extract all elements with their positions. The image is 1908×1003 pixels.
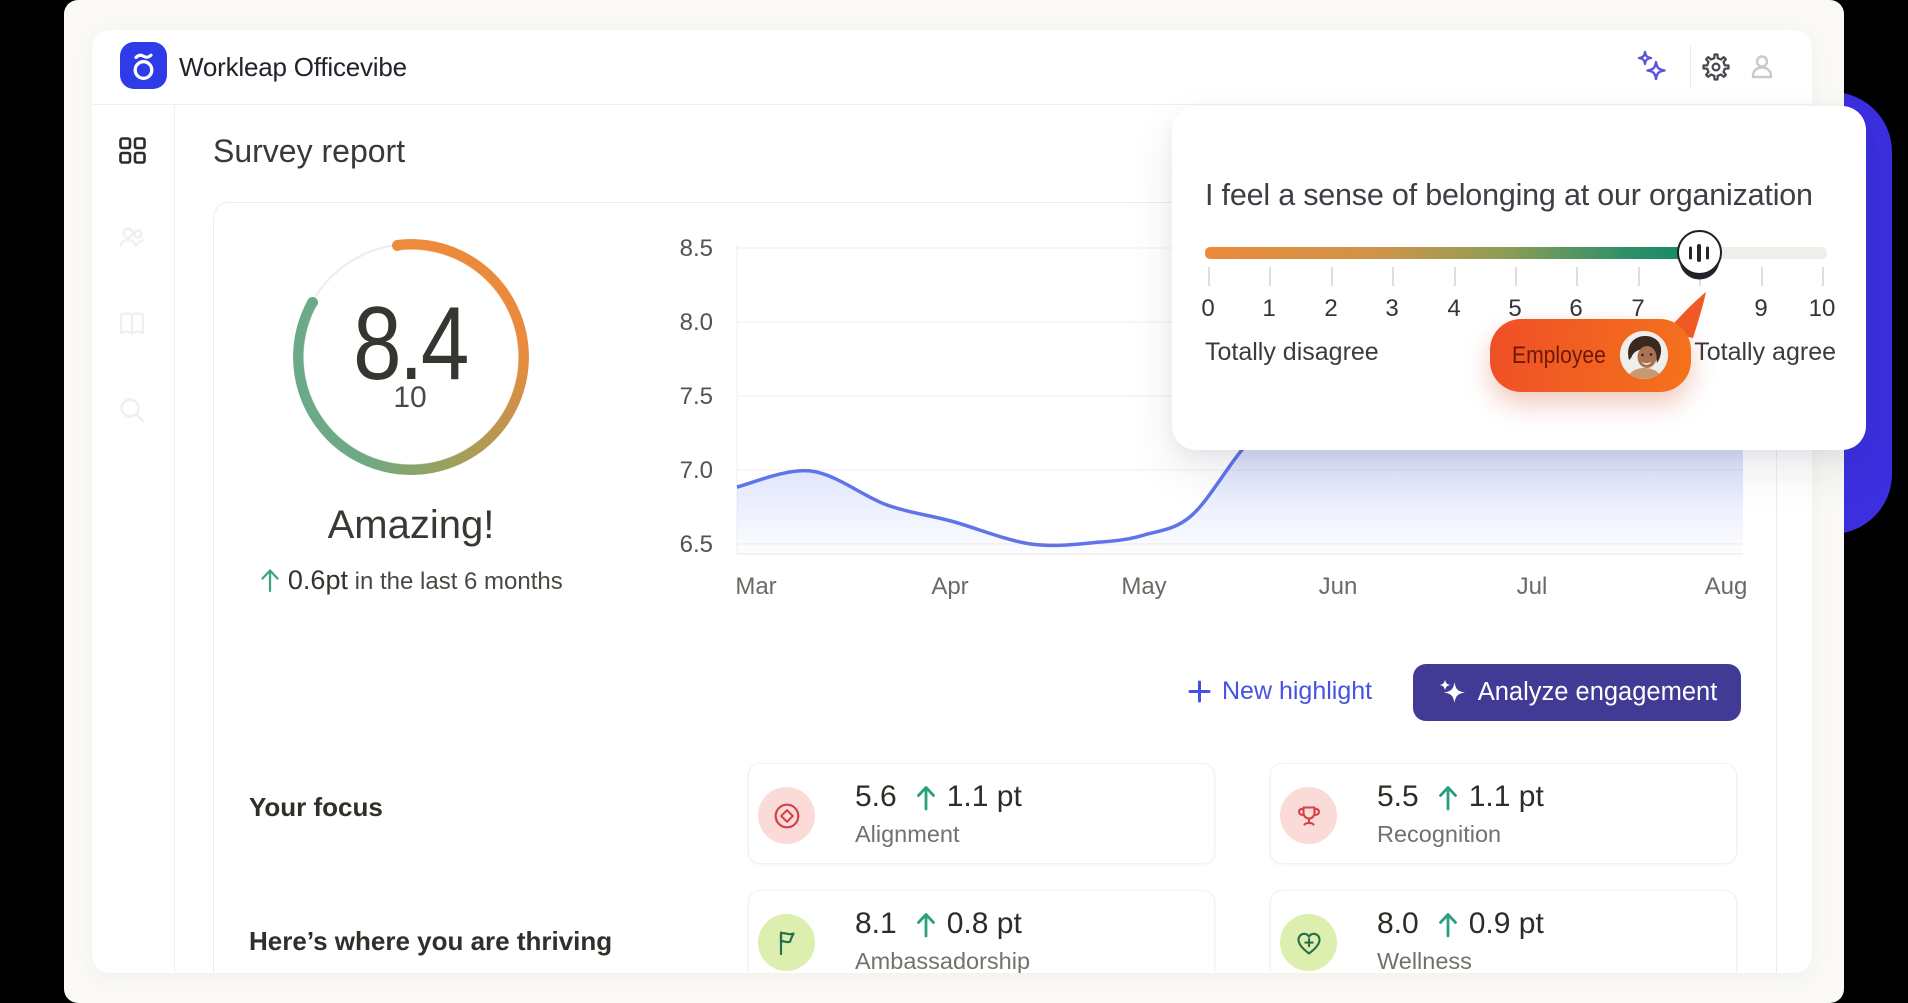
svg-text:7.5: 7.5 (680, 383, 713, 410)
svg-text:7.0: 7.0 (680, 457, 713, 484)
svg-text:Jun: Jun (1319, 573, 1358, 600)
svg-text:Apr: Apr (931, 573, 968, 600)
svg-text:6.5: 6.5 (680, 531, 713, 558)
svg-text:Mar: Mar (735, 573, 776, 600)
svg-text:Aug: Aug (1705, 573, 1748, 600)
svg-text:Jul: Jul (1517, 573, 1548, 600)
svg-text:May: May (1121, 573, 1166, 600)
svg-text:8.0: 8.0 (680, 309, 713, 336)
svg-text:8.5: 8.5 (680, 235, 713, 262)
